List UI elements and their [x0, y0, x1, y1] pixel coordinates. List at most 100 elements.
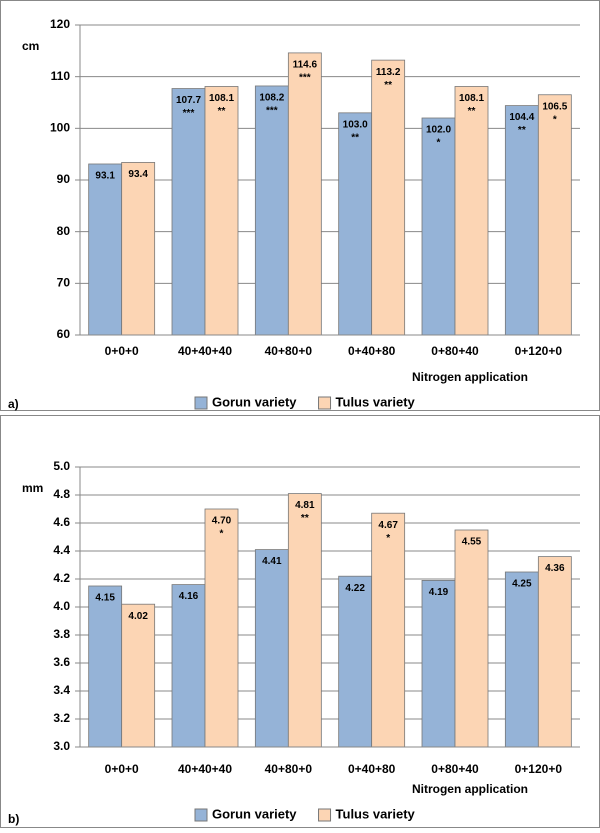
x-tick-label: 0+40+80	[348, 344, 396, 358]
value-label: 4.02	[128, 611, 148, 622]
x-tick-label: 0+120+0	[515, 344, 563, 358]
significance-label: *	[553, 114, 557, 125]
bar	[171, 88, 206, 336]
bar	[88, 585, 123, 748]
y-tick-label: 3.6	[53, 655, 70, 669]
bar	[287, 52, 322, 336]
bar	[204, 508, 239, 748]
significance-label: **	[384, 80, 392, 91]
bar	[254, 85, 289, 336]
value-label: 4.36	[545, 563, 565, 574]
value-label: 102.0	[426, 125, 451, 136]
x-axis-title: Nitrogen application	[412, 370, 528, 384]
y-tick-label: 120	[50, 17, 70, 31]
y-tick-label: 100	[50, 121, 70, 135]
x-tick-label: 0+120+0	[515, 762, 563, 776]
bar	[504, 571, 539, 748]
value-label: 4.67	[378, 520, 398, 531]
x-tick-label: 0+40+80	[348, 762, 396, 776]
x-tick-label: 0+80+40	[431, 762, 479, 776]
bar	[204, 86, 239, 336]
legend-label: Tulus variety	[336, 806, 416, 821]
significance-label: **	[218, 106, 226, 117]
y-axis-unit: cm	[22, 39, 39, 53]
value-label: 4.41	[262, 556, 282, 567]
bar	[454, 86, 489, 336]
x-tick-label: 40+80+0	[265, 762, 313, 776]
value-label: 4.55	[462, 537, 482, 548]
significance-label: **	[301, 513, 309, 524]
bar	[371, 512, 406, 748]
x-tick-label: 40+40+40	[178, 344, 232, 358]
significance-label: *	[220, 529, 224, 540]
y-tick-label: 70	[57, 276, 71, 290]
bar	[338, 112, 373, 336]
x-tick-label: 0+0+0	[105, 762, 139, 776]
value-label: 108.1	[459, 93, 484, 104]
significance-label: **	[468, 106, 476, 117]
legend-label: Gorun variety	[212, 806, 297, 821]
value-label: 106.5	[542, 101, 567, 112]
x-tick-label: 0+80+40	[431, 344, 479, 358]
value-label: 107.7	[176, 95, 201, 106]
bar	[338, 575, 373, 748]
legend-label: Tulus variety	[336, 394, 416, 409]
significance-label: *	[386, 533, 390, 544]
significance-label: ***	[299, 73, 311, 84]
value-label: 108.2	[259, 93, 284, 104]
value-label: 4.15	[95, 593, 115, 604]
value-label: 108.1	[209, 93, 234, 104]
value-label: 103.0	[343, 119, 368, 130]
value-label: 93.1	[95, 171, 115, 182]
bar	[254, 549, 289, 748]
value-label: 114.6	[293, 60, 318, 71]
bar	[371, 59, 406, 336]
y-tick-label: 4.8	[53, 487, 70, 501]
y-tick-label: 3.8	[53, 627, 70, 641]
legend-swatch	[318, 808, 332, 822]
x-tick-label: 40+80+0	[265, 344, 313, 358]
bar	[88, 163, 123, 336]
y-tick-label: 3.4	[53, 683, 70, 697]
x-tick-label: 0+0+0	[105, 344, 139, 358]
bar	[287, 493, 322, 748]
significance-label: **	[351, 132, 359, 143]
panel-label: a)	[8, 397, 19, 411]
bar	[121, 603, 156, 748]
significance-label: *	[437, 138, 441, 149]
value-label: 4.70	[212, 516, 232, 527]
bar	[454, 529, 489, 748]
bar	[537, 94, 572, 336]
y-tick-label: 110	[51, 69, 71, 83]
significance-label: **	[518, 125, 526, 136]
x-tick-label: 40+40+40	[178, 762, 232, 776]
significance-label: ***	[183, 108, 195, 119]
y-tick-label: 90	[57, 172, 71, 186]
y-tick-label: 3.0	[53, 739, 70, 753]
y-tick-label: 80	[57, 224, 71, 238]
bar	[121, 162, 156, 336]
bar	[421, 580, 456, 748]
x-axis-title: Nitrogen application	[412, 782, 528, 796]
y-tick-label: 4.0	[53, 599, 70, 613]
legend-swatch	[194, 808, 208, 822]
legend-swatch	[318, 396, 332, 410]
value-label: 4.81	[295, 500, 315, 511]
value-label: 4.25	[512, 579, 532, 590]
legend-label: Gorun variety	[212, 394, 297, 409]
value-label: 4.22	[345, 583, 365, 594]
y-tick-label: 5.0	[53, 459, 70, 473]
y-tick-label: 60	[57, 327, 71, 341]
y-tick-label: 4.6	[53, 515, 70, 529]
bar	[504, 105, 539, 336]
y-tick-label: 4.2	[53, 571, 70, 585]
bar	[171, 584, 206, 748]
y-tick-label: 3.2	[53, 711, 70, 725]
panel-label: b)	[8, 812, 19, 826]
bar	[537, 556, 572, 748]
y-axis-unit: mm	[22, 481, 43, 495]
value-label: 113.2	[376, 67, 401, 78]
value-label: 93.4	[128, 169, 148, 180]
value-label: 4.19	[429, 587, 449, 598]
